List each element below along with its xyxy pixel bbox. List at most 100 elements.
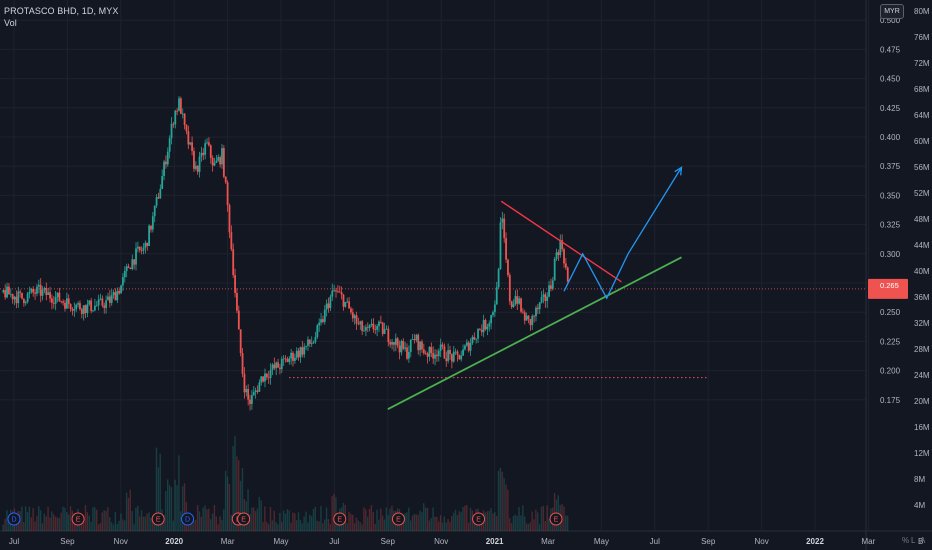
volume-bar bbox=[62, 506, 64, 531]
candle-body bbox=[406, 347, 408, 359]
volume-bar bbox=[114, 512, 117, 531]
volume-bar bbox=[501, 471, 503, 531]
projection-arrowhead bbox=[674, 166, 683, 176]
candle-body bbox=[51, 298, 53, 303]
volume-bar bbox=[163, 515, 165, 531]
candle-body bbox=[378, 321, 380, 327]
volume-bar bbox=[368, 508, 371, 531]
candle-body bbox=[320, 319, 322, 323]
volume-bar bbox=[92, 507, 94, 531]
candle-body bbox=[112, 292, 115, 296]
volume-bar bbox=[467, 522, 470, 531]
candle-body bbox=[222, 148, 225, 177]
volume-bar bbox=[299, 519, 302, 531]
volume-bar bbox=[490, 508, 492, 531]
candle-body bbox=[151, 216, 154, 230]
candle-body bbox=[234, 275, 236, 293]
candle-body bbox=[366, 327, 369, 329]
candle-body bbox=[340, 292, 343, 295]
volume-bar bbox=[374, 523, 376, 531]
candle-body bbox=[389, 342, 392, 345]
volume-bar bbox=[43, 513, 46, 531]
volume-bar bbox=[88, 515, 90, 531]
candle-body bbox=[219, 157, 222, 165]
candle-body bbox=[176, 110, 179, 112]
candle-body bbox=[370, 323, 373, 326]
candle-body bbox=[475, 338, 478, 340]
candle-body bbox=[559, 240, 562, 256]
percent-toggle[interactable]: % bbox=[902, 536, 910, 545]
candle-body bbox=[363, 330, 365, 332]
candle-body bbox=[120, 285, 122, 294]
candle-body bbox=[428, 346, 431, 357]
volume-bar bbox=[406, 512, 408, 531]
volume-bar bbox=[2, 524, 4, 531]
volume-bar bbox=[144, 516, 146, 531]
candle-body bbox=[159, 188, 162, 199]
event-marker bbox=[71, 512, 85, 526]
volume-bar bbox=[535, 509, 537, 531]
volume-bar bbox=[24, 506, 27, 531]
candle-body bbox=[310, 343, 313, 345]
volume-bar bbox=[497, 470, 500, 531]
volume-bar bbox=[157, 467, 160, 531]
candle-body bbox=[101, 298, 104, 306]
candle-body bbox=[439, 344, 442, 351]
volume-bar bbox=[353, 523, 356, 531]
candle-body bbox=[260, 376, 263, 383]
candle-body bbox=[183, 113, 186, 126]
candle-body bbox=[239, 329, 242, 354]
event-markers: DEEDEEEEEE bbox=[7, 512, 563, 526]
candle-body bbox=[381, 322, 384, 334]
candle-body bbox=[196, 165, 199, 172]
candle-body bbox=[415, 334, 418, 341]
candle-body bbox=[47, 292, 50, 296]
time-tick-label: May bbox=[594, 537, 609, 546]
candle-body bbox=[393, 342, 395, 345]
candle-body bbox=[477, 329, 479, 339]
candle-body bbox=[421, 341, 423, 350]
volume-bar bbox=[525, 523, 528, 531]
candle-body bbox=[256, 390, 259, 392]
candle-body bbox=[295, 350, 298, 358]
volume-label[interactable]: Vol bbox=[4, 18, 17, 28]
candle-body bbox=[99, 298, 102, 300]
candle-body bbox=[520, 298, 522, 312]
volume-tick-label: 36M bbox=[914, 293, 930, 302]
candle-body bbox=[522, 311, 524, 313]
candle-body bbox=[307, 339, 309, 346]
candle-body bbox=[499, 222, 502, 270]
price-tick-label: 0.500 bbox=[880, 16, 901, 25]
candle-body bbox=[275, 362, 278, 369]
candle-body bbox=[157, 197, 160, 199]
volume-bar bbox=[223, 509, 225, 531]
volume-bar bbox=[183, 483, 186, 531]
volume-bar bbox=[507, 489, 509, 531]
volume-bar bbox=[86, 512, 89, 531]
volume-bar bbox=[38, 506, 40, 531]
currency-badge[interactable]: MYR bbox=[880, 4, 904, 19]
volume-bar bbox=[480, 518, 483, 531]
candle-body bbox=[146, 242, 149, 247]
candle-body bbox=[54, 297, 57, 304]
candle-body bbox=[507, 259, 509, 276]
volume-bar bbox=[445, 522, 447, 531]
symbol-title[interactable]: PROTASCO BHD, 1D, MYX bbox=[4, 6, 119, 16]
candle-body bbox=[271, 364, 274, 370]
volume-bar bbox=[301, 523, 303, 531]
candle-body bbox=[400, 340, 403, 353]
price-tick-label: 0.250 bbox=[880, 308, 901, 317]
candle-body bbox=[383, 329, 386, 334]
candle-body bbox=[26, 293, 29, 302]
candle-body bbox=[178, 98, 180, 111]
auto-toggle[interactable]: A bbox=[920, 536, 926, 545]
volume-bar bbox=[118, 520, 120, 531]
volume-bar bbox=[271, 520, 274, 531]
volume-bar bbox=[150, 517, 152, 531]
volume-bar bbox=[286, 509, 289, 531]
volume-bar bbox=[518, 506, 520, 531]
price-tick-label: 0.450 bbox=[880, 75, 901, 84]
volume-bar bbox=[383, 519, 386, 531]
log-toggle[interactable]: L bbox=[911, 536, 916, 545]
